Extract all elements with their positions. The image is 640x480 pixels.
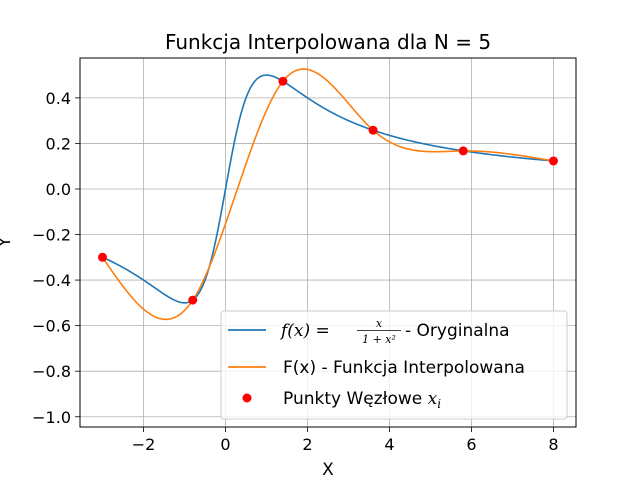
y-tick-label: −0.4	[32, 271, 71, 290]
y-axis-label: Y	[0, 236, 15, 248]
legend-label-original: f(x) =	[279, 321, 330, 341]
plot-area	[101, 68, 554, 321]
ticks: −2 0 2 4 6 8 −1.0 −0.8 −0.6 −0.4 −0.2 0.0 0.2 0.4	[32, 89, 558, 454]
interpolated-function-line	[101, 68, 554, 321]
x-tick-label: 6	[466, 435, 476, 454]
x-tick-label: −2	[132, 435, 156, 454]
chart-title: Funkcja Interpolowana dla N = 5	[165, 30, 491, 54]
x-tick-label: 8	[548, 435, 558, 454]
y-tick-label: −0.6	[32, 317, 71, 336]
legend-marker-nodes	[242, 393, 252, 403]
legend: f(x) = x 1 + x² - Oryginalna F(x) - Funkcj…	[220, 310, 568, 420]
legend-label-interpolated: F(x) - Funkcja Interpolowana	[283, 358, 525, 378]
x-axis-label: X	[322, 460, 334, 480]
node-point	[188, 295, 198, 305]
x-tick-label: 4	[384, 435, 394, 454]
legend-fraction-numerator: x	[376, 317, 383, 330]
y-tick-label: −1.0	[32, 408, 71, 427]
y-tick-label: 0.4	[46, 89, 71, 108]
original-function-line	[102, 74, 554, 304]
grid	[80, 58, 576, 427]
node-point	[458, 146, 468, 156]
x-tick-label: 2	[302, 435, 312, 454]
legend-box	[220, 310, 568, 420]
node-point	[368, 125, 378, 135]
y-tick-label: −0.8	[32, 362, 71, 381]
y-tick-label: 0.0	[46, 180, 71, 199]
legend-label-nodes: Punkty Węzłowe xi	[283, 389, 441, 411]
node-point	[548, 156, 558, 166]
y-tick-label: 0.2	[46, 134, 71, 153]
node-point	[278, 76, 288, 86]
legend-fraction-denominator: 1 + x²	[362, 333, 396, 346]
legend-label-original-suffix: - Oryginalna	[405, 321, 510, 341]
x-tick-label: 0	[220, 435, 230, 454]
node-point	[98, 252, 108, 262]
y-tick-label: −0.2	[32, 226, 71, 245]
plot-frame	[79, 57, 577, 428]
